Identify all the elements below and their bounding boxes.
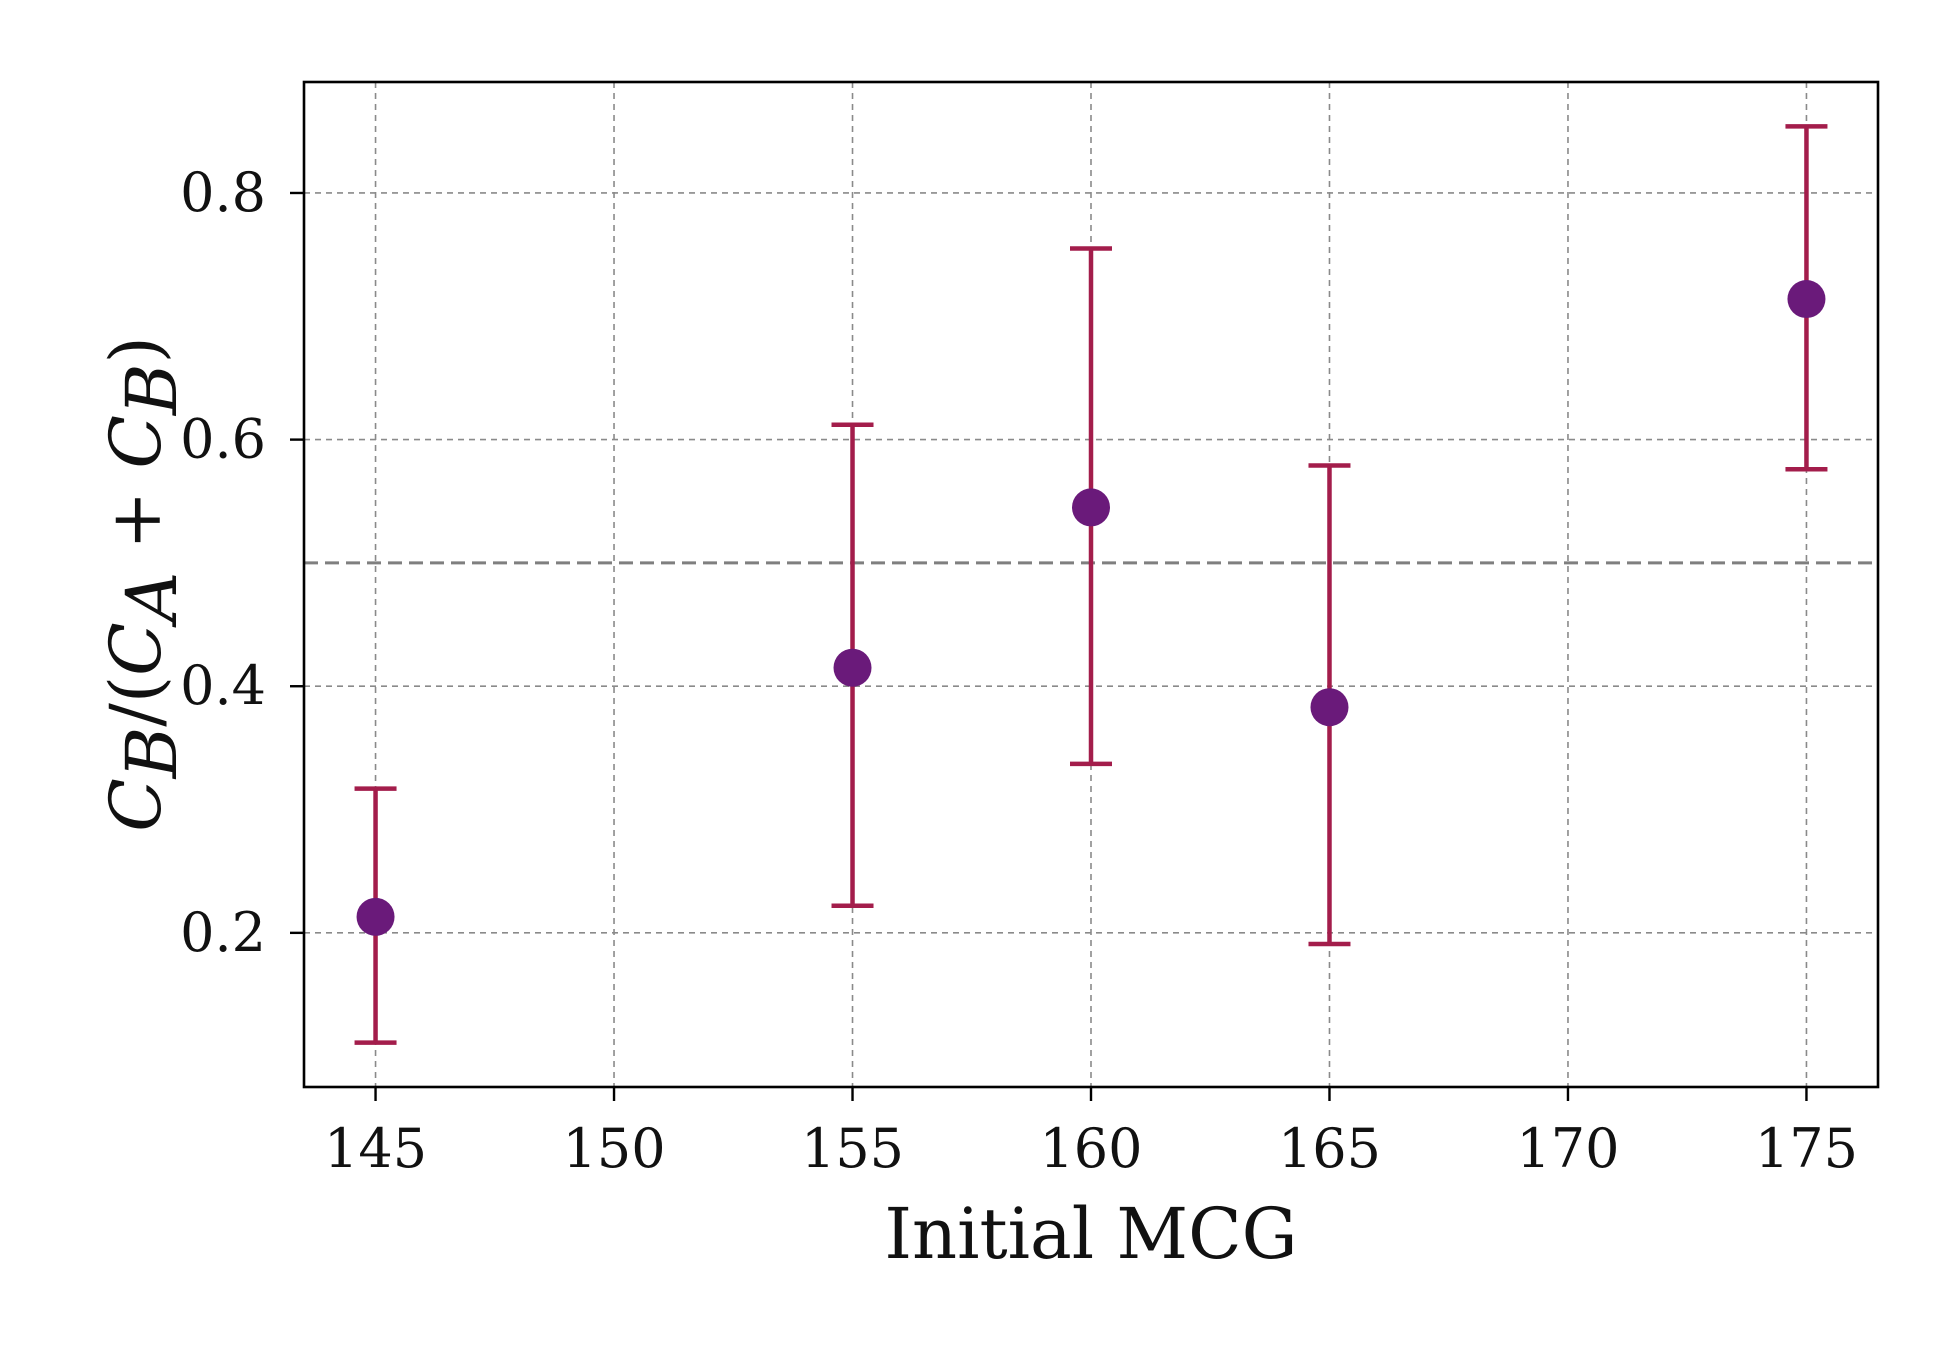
x-tick-label-5: 170: [1516, 1117, 1619, 1180]
x-tick-label-4: 165: [1278, 1117, 1381, 1180]
x-tick-label-1: 150: [562, 1117, 665, 1180]
x-tick-label-3: 160: [1039, 1117, 1142, 1180]
y-tick-label-0: 0.2: [180, 901, 266, 964]
data-point-0: [356, 897, 395, 936]
y-axis-ticks: 0.2 0.4 0.6 0.8: [180, 161, 304, 964]
y-tick-label-3: 0.8: [180, 161, 266, 224]
data-point-2: [1072, 488, 1110, 527]
data-point-3: [1310, 688, 1349, 727]
x-tick-label-0: 145: [324, 1117, 427, 1180]
x-tick-label-2: 155: [801, 1117, 904, 1180]
y-tick-label-1: 0.4: [180, 654, 266, 717]
y-axis-label: CB/(CA + CB): [95, 336, 193, 832]
data-points: [356, 280, 1826, 936]
y-tick-label-2: 0.6: [180, 408, 266, 471]
x-axis-ticks: 145 150 155 160 165 170 175: [324, 1087, 1858, 1180]
x-tick-label-6: 175: [1755, 1117, 1858, 1180]
data-point-4: [1787, 280, 1826, 319]
data-point-1: [833, 648, 872, 687]
x-axis-label: Initial MCG: [884, 1193, 1297, 1275]
error-bars: [354, 124, 1828, 1045]
